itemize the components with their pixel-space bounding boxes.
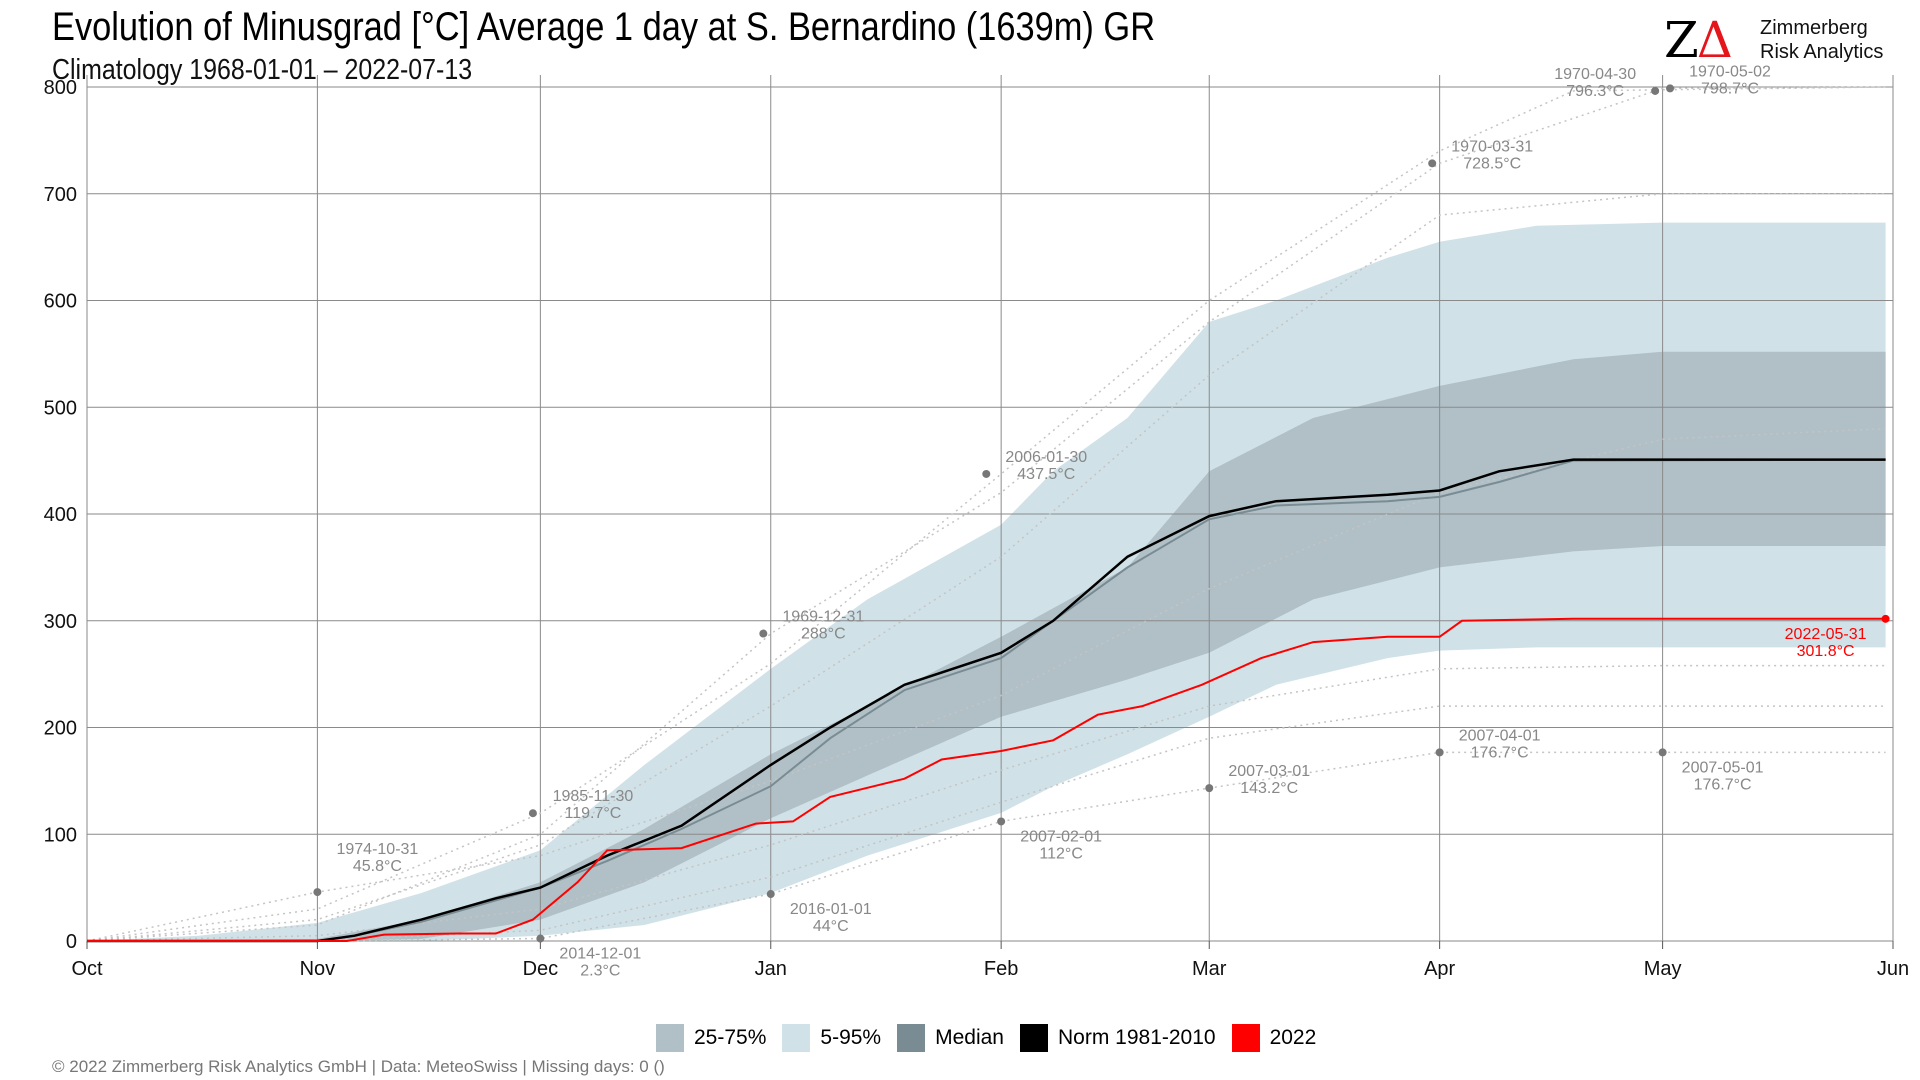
chart-title: Evolution of Minusgrad [°C] Average 1 da… bbox=[52, 5, 1156, 49]
legend-item-median: Median bbox=[897, 1024, 1004, 1052]
logo-text: Zimmerberg Risk Analytics bbox=[1760, 16, 1883, 64]
annotation-value: 119.7°C bbox=[565, 805, 622, 822]
y-tick-label: 0 bbox=[66, 931, 77, 953]
annotation-dot bbox=[1651, 86, 1660, 95]
legend-swatch bbox=[782, 1024, 811, 1052]
logo-text-line2: Risk Analytics bbox=[1760, 41, 1884, 63]
legend-swatch bbox=[1019, 1024, 1048, 1052]
year-2022-line bbox=[87, 617, 1886, 942]
annotation-value: 288°C bbox=[801, 626, 846, 643]
annotation-value: 143.2°C bbox=[1240, 780, 1298, 797]
annotation-value: 112°C bbox=[1039, 845, 1082, 862]
y-tick-label: 700 bbox=[44, 184, 77, 206]
annotation-dot bbox=[1666, 84, 1675, 93]
median-line bbox=[87, 458, 1886, 942]
extreme-trace bbox=[86, 427, 1886, 942]
annotation-date: 1969-12-31 bbox=[782, 609, 864, 626]
x-tick-label: Jan bbox=[755, 958, 787, 980]
annotation-dot bbox=[1428, 159, 1437, 168]
y-tick-label: 300 bbox=[44, 611, 77, 633]
annotation-dot bbox=[997, 817, 1006, 826]
annotation-value: 796.3°C bbox=[1566, 83, 1624, 100]
legend-swatch bbox=[897, 1024, 926, 1052]
annotation-date: 2007-05-01 bbox=[1682, 759, 1764, 776]
annotation-dot bbox=[982, 469, 991, 478]
annotation-value: 176.7°C bbox=[1471, 744, 1529, 761]
band-25-75 bbox=[87, 351, 1886, 941]
annotation-date: 2007-04-01 bbox=[1459, 727, 1541, 744]
y-tick-label: 200 bbox=[44, 718, 77, 740]
x-tick-label: Mar bbox=[1192, 958, 1227, 980]
logo-mark: ZΔ bbox=[1664, 11, 1733, 69]
extreme-trace bbox=[86, 86, 1886, 942]
annotation-dot bbox=[536, 934, 545, 943]
x-tick-label: Oct bbox=[71, 958, 103, 980]
y-tick-label: 600 bbox=[44, 291, 77, 313]
x-tick-label: Jun bbox=[1877, 958, 1909, 980]
annotation-value: 2.3°C bbox=[580, 963, 620, 980]
annotation-date: 2006-01-30 bbox=[1005, 449, 1087, 466]
chart-plot: 0 100 200 300 400 500 600 700 800 Oct Nov Dec Jan Feb… bbox=[44, 63, 1910, 980]
annotation-dot bbox=[759, 629, 768, 638]
annotation-value: 176.7°C bbox=[1694, 776, 1752, 793]
extreme-trace bbox=[87, 705, 1886, 942]
y-tick-label: 400 bbox=[44, 504, 77, 526]
x-tick-label: Dec bbox=[523, 958, 559, 980]
annotation-value: 44°C bbox=[813, 918, 849, 935]
annotation-date: 2016-01-01 bbox=[790, 901, 872, 918]
x-tick-label: May bbox=[1644, 958, 1682, 980]
legend-swatch bbox=[656, 1024, 684, 1052]
legend-item-norm: Norm 1981-2010 bbox=[1019, 1024, 1216, 1052]
annotation-value: 301.8°C bbox=[1797, 643, 1855, 660]
annotation-value: 437.5°C bbox=[1017, 466, 1075, 483]
annotation-value: 728.5°C bbox=[1463, 155, 1521, 172]
chart-legend: 25-75% 5-95% Median Norm 1981-2010 2022 bbox=[656, 1022, 1332, 1054]
annotation-date: 1970-03-31 bbox=[1451, 138, 1533, 155]
extreme-trace bbox=[86, 86, 1886, 942]
legend-item-25-75: 25-75% bbox=[656, 1024, 766, 1052]
chart-subtitle: Climatology 1968-01-01 – 2022-07-13 bbox=[52, 54, 473, 86]
legend-swatch bbox=[1231, 1024, 1260, 1052]
annotation-value: 798.7°C bbox=[1701, 80, 1759, 97]
annotation-date: 1970-05-02 bbox=[1689, 63, 1771, 80]
extreme-trace bbox=[86, 664, 1886, 942]
x-tick-label: Apr bbox=[1424, 958, 1455, 980]
x-tick-label: Feb bbox=[984, 958, 1018, 980]
annotation-date: 1974-10-31 bbox=[336, 841, 418, 858]
annotation-dot bbox=[528, 809, 537, 818]
legend-item-2022: 2022 bbox=[1231, 1024, 1316, 1052]
annotation-dot bbox=[313, 888, 322, 897]
annotation-date: 2007-02-01 bbox=[1020, 828, 1102, 845]
annotation-dot bbox=[1658, 748, 1667, 757]
company-logo: ZΔ Zimmerberg Risk Analytics bbox=[1664, 10, 1904, 70]
norm-line bbox=[87, 458, 1886, 943]
y-tick-label: 100 bbox=[44, 824, 77, 846]
annotation-date: 1985-11-30 bbox=[553, 788, 634, 805]
y-tick-label: 800 bbox=[44, 77, 77, 99]
extreme-trace bbox=[86, 193, 1886, 942]
y-tick-label: 500 bbox=[44, 397, 77, 419]
x-tick-label: Nov bbox=[300, 958, 336, 980]
annotation-value: 45.8°C bbox=[353, 858, 402, 875]
logo-text-line1: Zimmerberg bbox=[1760, 17, 1868, 39]
legend-item-5-95: 5-95% bbox=[782, 1024, 881, 1052]
annotation-date: 2007-03-01 bbox=[1228, 763, 1310, 780]
annotation-date: 1970-04-30 bbox=[1554, 66, 1636, 83]
annotation-date: 2022-05-31 bbox=[1785, 626, 1867, 643]
annotation-date: 2014-12-01 bbox=[559, 946, 641, 963]
annotation-dot bbox=[1205, 784, 1214, 793]
annotation-dot bbox=[766, 890, 775, 899]
band-5-95 bbox=[87, 222, 1886, 942]
annotation-dot bbox=[1435, 748, 1444, 757]
annotation-dot bbox=[1881, 614, 1890, 623]
footer-credits: © 2022 Zimmerberg Risk Analytics GmbH | … bbox=[52, 1057, 665, 1076]
